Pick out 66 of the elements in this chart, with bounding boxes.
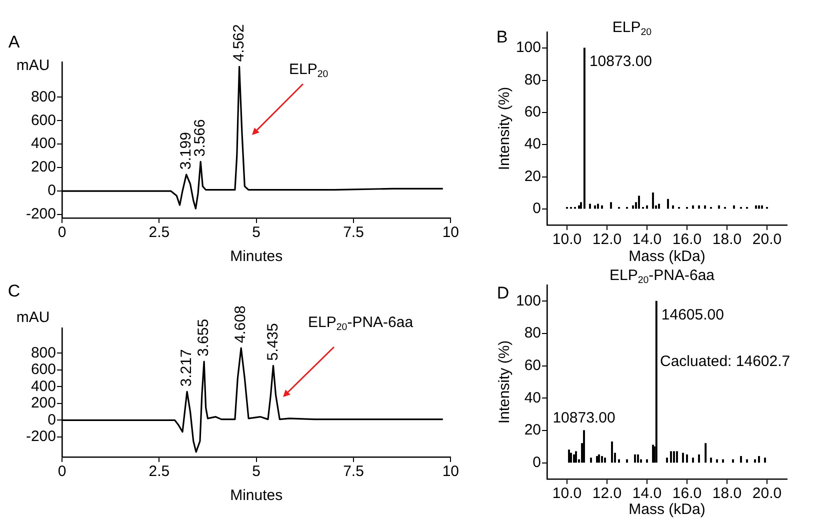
y-tick-label: 400	[30, 135, 56, 152]
x-axis-title: Mass (kDa)	[628, 501, 706, 518]
x-tick-label: 16.0	[672, 231, 702, 248]
y-tick-label: 200	[30, 158, 56, 176]
y-tick-label: 600	[30, 361, 56, 378]
x-axis-title: Minutes	[230, 487, 283, 504]
y-tick-label: 800	[30, 88, 56, 106]
x-tick-label: 12.0	[592, 485, 622, 502]
annotation: 3.199	[177, 132, 194, 170]
x-tick-label: 10	[442, 463, 459, 480]
text: B	[496, 28, 508, 47]
x-tick-label: 14.0	[632, 231, 662, 248]
y-axis-title: Intensity (%)	[496, 86, 514, 170]
annotation: 3.655	[195, 318, 212, 357]
x-tick-label: 20.0	[752, 231, 782, 248]
text: A	[8, 32, 20, 52]
y-axis-title: mAU	[16, 57, 50, 74]
annotation: 3.217	[178, 349, 196, 387]
y-tick-label: 200	[30, 394, 56, 412]
y-tick-label: 400	[30, 378, 56, 395]
y-tick-label: 40	[524, 389, 541, 406]
annotation: Cacluated: 14602.7	[660, 353, 790, 370]
y-tick-label: 20	[524, 168, 541, 185]
y-tick-label: -200	[26, 206, 56, 223]
x-tick-label: 5	[252, 224, 260, 242]
x-tick-label: 2.5	[148, 463, 170, 480]
y-tick-label: -200	[26, 428, 56, 446]
x-tick-label: 5	[252, 463, 260, 480]
x-tick-label: 10.0	[552, 485, 582, 502]
y-tick-label: 20	[524, 422, 541, 439]
y-tick-label: 800	[30, 344, 56, 362]
x-tick-label: 7.5	[343, 463, 364, 480]
y-tick-label: 80	[524, 324, 541, 342]
y-tick-label: 0	[532, 200, 541, 218]
x-tick-label: 16.0	[672, 485, 702, 502]
y-tick-label: 40	[524, 136, 541, 153]
y-axis-title: mAU	[16, 309, 50, 326]
y-tick-label: 0	[48, 182, 56, 200]
y-tick-label: 0	[48, 411, 56, 428]
annotation: 3.566	[192, 119, 209, 157]
annotation: 14605.00	[661, 306, 724, 324]
x-tick-label: 14.0	[632, 485, 662, 502]
y-axis-title: Intensity (%)	[496, 340, 514, 424]
x-tick-label: 10	[442, 224, 459, 242]
x-axis-title: Mass (kDa)	[628, 248, 706, 266]
y-tick-label: 100	[516, 292, 541, 310]
x-axis-title: Minutes	[230, 248, 283, 266]
y-tick-label: 60	[524, 356, 541, 374]
x-tick-label: 20.0	[752, 485, 782, 502]
annotation: 4.608	[232, 306, 250, 344]
y-tick-label: 100	[516, 39, 541, 56]
y-tick-label: 60	[524, 104, 541, 121]
x-tick-label: 18.0	[712, 231, 742, 248]
annotation: 4.562	[230, 24, 248, 62]
x-tick-label: 7.5	[343, 224, 364, 242]
annotation: 10873.00	[552, 410, 616, 427]
x-tick-label: 2.5	[148, 224, 170, 242]
annotation: 5.435	[264, 323, 282, 361]
y-tick-label: 80	[524, 71, 541, 88]
x-tick-label: 12.0	[592, 231, 622, 248]
text: D	[496, 284, 510, 303]
annotation: 10873.00	[589, 53, 652, 70]
y-tick-label: 600	[30, 112, 56, 129]
text: C	[8, 282, 20, 301]
x-tick-label: 10.0	[552, 231, 582, 248]
x-tick-label: 18.0	[712, 485, 742, 502]
